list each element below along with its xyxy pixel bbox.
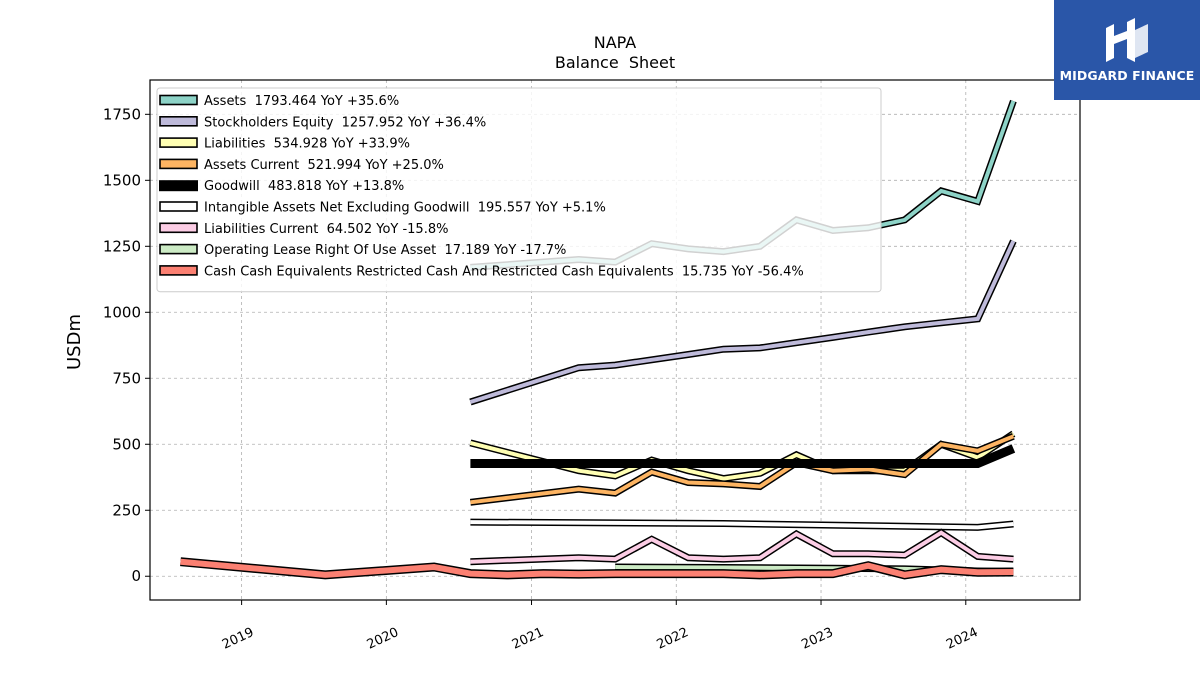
legend-swatch [159, 116, 198, 127]
y-axis-label: USDm [64, 314, 85, 370]
series-line [469, 239, 1017, 406]
series-line [180, 557, 1014, 580]
legend-entry: Cash Cash Equivalents Restricted Cash An… [159, 264, 804, 279]
legend-label: Goodwill 483.818 YoY +13.8% [204, 179, 404, 194]
legend-entry: Liabilities Current 64.502 YoY -15.8% [159, 222, 448, 237]
legend-label: Liabilities 534.928 YoY +33.9% [204, 137, 410, 152]
x-tick-label: 2022 [655, 625, 691, 653]
legend-swatch [159, 94, 198, 106]
y-tick-label: 500 [112, 435, 141, 453]
legend-label: Liabilities Current 64.502 YoY -15.8% [204, 222, 448, 237]
legend-label: Assets Current 521.994 YoY +25.0% [204, 158, 444, 173]
legend-entry: Assets 1793.464 YoY +35.6% [159, 94, 399, 109]
x-tick-label: 2023 [799, 625, 835, 653]
x-tick-label: 2021 [510, 625, 546, 653]
series-line [469, 433, 1015, 506]
series-fill-line [180, 558, 1014, 578]
legend-entry: Goodwill 483.818 YoY +13.8% [159, 179, 404, 194]
chart-title: NAPA [594, 33, 637, 52]
series-fill-line [470, 444, 1016, 468]
logo-mark-icon [1106, 18, 1148, 62]
y-tick-label: 0 [131, 567, 141, 585]
series-fill-line [470, 434, 1015, 505]
x-tick-label: 2019 [220, 625, 256, 653]
legend-swatch [159, 201, 198, 212]
x-tick-label: 2020 [365, 625, 401, 653]
plot-frame [149, 79, 1081, 601]
series-fill-line [469, 240, 1016, 404]
legend-box [156, 87, 882, 293]
legend-entry: Stockholders Equity 1257.952 YoY +36.4% [159, 115, 486, 130]
legend-swatch [159, 180, 198, 192]
y-tick-label: 250 [112, 501, 141, 519]
legend-entry: Liabilities 534.928 YoY +33.9% [159, 137, 410, 152]
legend-swatch [159, 243, 198, 255]
y-tick-label: 1500 [103, 171, 141, 189]
legend-entry: Operating Lease Right Of Use Asset 17.18… [159, 243, 566, 258]
legend-label: Intangible Assets Net Excluding Goodwill… [204, 201, 606, 216]
y-tick-label: 1000 [103, 303, 141, 321]
legend-label: Stockholders Equity 1257.952 YoY +36.4% [204, 115, 486, 130]
legend: Assets 1793.464 YoY +35.6% Stockholders E… [156, 87, 882, 293]
y-tick-label: 1250 [103, 237, 141, 255]
series-line [470, 518, 1014, 531]
legend-swatch [159, 222, 198, 234]
legend-label: Operating Lease Right Of Use Asset 17.18… [204, 243, 566, 258]
logo-text: MIDGARD FINANCE [1059, 68, 1195, 83]
legend-swatch [159, 137, 198, 148]
series-line [470, 444, 1016, 468]
y-tick-label: 750 [112, 369, 141, 387]
legend-entry: Assets Current 521.994 YoY +25.0% [159, 158, 444, 173]
legend-swatch [159, 158, 198, 170]
legend-entry: Intangible Assets Net Excluding Goodwill… [159, 201, 606, 216]
x-tick-label: 2024 [944, 625, 980, 653]
y-tick-label: 1750 [103, 105, 141, 123]
series-fill-line [470, 530, 1014, 564]
legend-label: Assets 1793.464 YoY +35.6% [204, 94, 399, 109]
chart-subtitle: Balance Sheet [555, 53, 675, 72]
legend-swatch [159, 265, 198, 276]
midgard-finance-logo: MIDGARD FINANCE [1054, 0, 1200, 100]
series-fill-line [470, 520, 1014, 530]
legend-label: Cash Cash Equivalents Restricted Cash An… [204, 264, 804, 279]
series-line [470, 528, 1014, 566]
